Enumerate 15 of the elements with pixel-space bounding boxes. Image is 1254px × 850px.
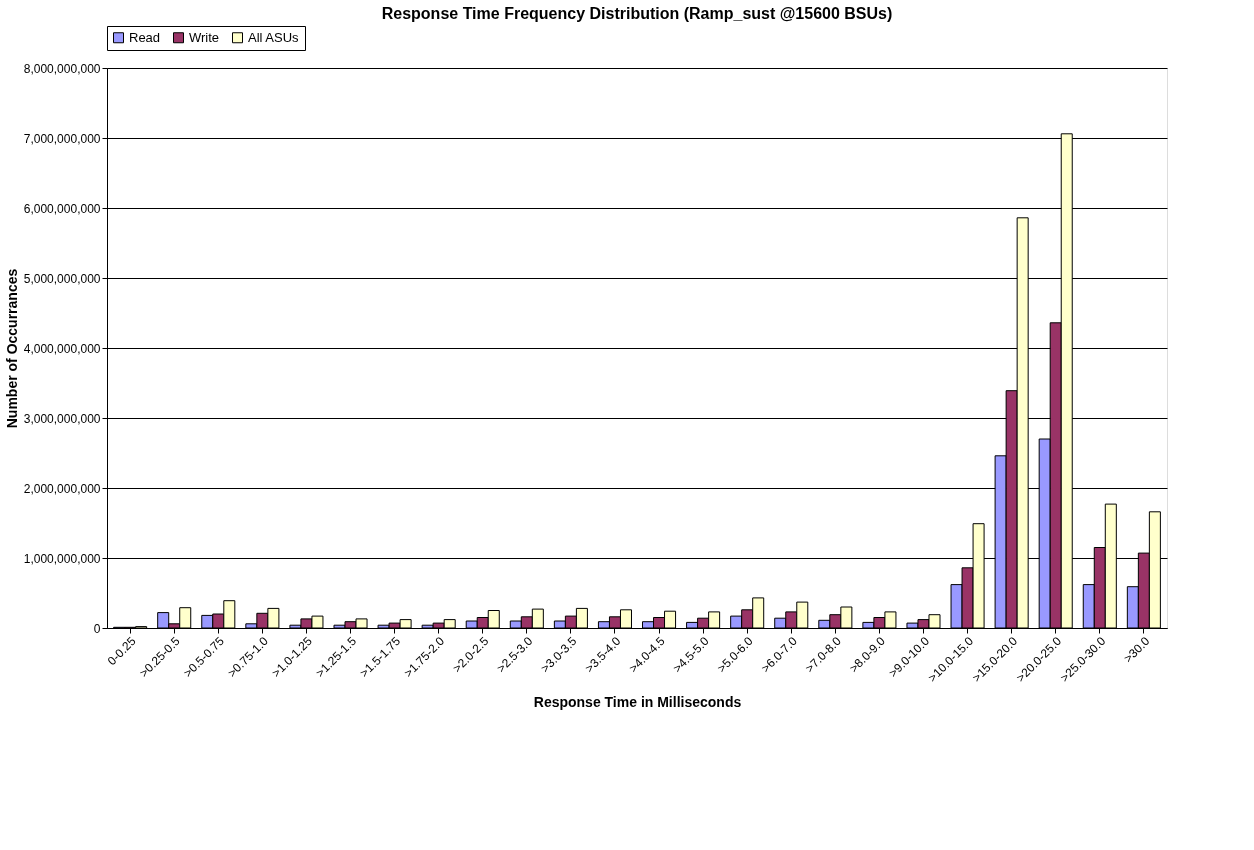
y-tick-label: 7,000,000,000 (23, 131, 101, 146)
y-tick-label: 4,000,000,000 (23, 341, 101, 356)
legend-label: All ASUs (248, 29, 300, 45)
legend-label: Write (189, 29, 220, 45)
legend-label: Read (129, 29, 161, 45)
y-tick-label: 1,000,000,000 (23, 551, 101, 566)
y-tick-label: 0 (93, 621, 101, 636)
y-tick-label: 2,000,000,000 (23, 481, 101, 496)
y-tick-label: 3,000,000,000 (23, 411, 101, 426)
y-tick-label: 8,000,000,000 (23, 61, 101, 76)
y-tick-label: 6,000,000,000 (23, 201, 101, 216)
chart-title: Response Time Frequency Distribution (Ramp_sust @15600 BSUs) (381, 4, 893, 22)
x-axis-title: Response Time in Milliseconds (533, 694, 742, 711)
y-tick-label: 5,000,000,000 (23, 271, 101, 286)
y-axis-title: Number of Occurrances (3, 268, 20, 429)
